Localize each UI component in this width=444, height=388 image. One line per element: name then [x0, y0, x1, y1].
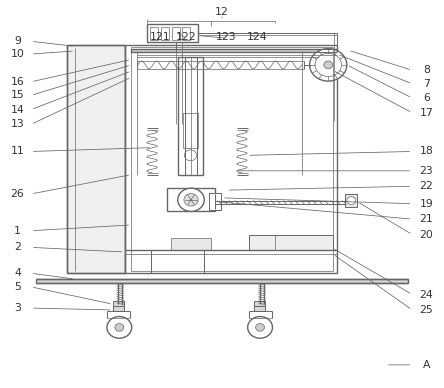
Text: 18: 18	[420, 147, 433, 156]
Bar	[249, 236, 333, 250]
Circle shape	[184, 194, 198, 206]
Bar	[36, 279, 408, 283]
Bar	[113, 306, 124, 311]
Text: 9: 9	[14, 36, 21, 46]
Bar	[254, 306, 266, 311]
Circle shape	[309, 48, 347, 81]
Text: 21: 21	[420, 214, 433, 224]
Text: 3: 3	[14, 303, 21, 313]
Text: 20: 20	[420, 230, 433, 240]
Circle shape	[115, 324, 124, 331]
Bar	[171, 27, 179, 40]
Bar	[113, 301, 124, 306]
Text: 4: 4	[14, 268, 21, 278]
Text: 22: 22	[420, 181, 433, 191]
Text: 19: 19	[420, 199, 433, 209]
Bar	[161, 27, 169, 40]
Circle shape	[184, 150, 197, 161]
Text: 24: 24	[420, 289, 433, 300]
Bar	[131, 49, 337, 52]
Text: 1: 1	[14, 226, 21, 236]
Text: 5: 5	[14, 282, 21, 292]
Bar	[125, 45, 337, 273]
Bar	[166, 188, 215, 211]
Text: 23: 23	[420, 166, 433, 176]
Bar	[147, 24, 198, 42]
Text: 10: 10	[11, 49, 24, 59]
Text: 6: 6	[423, 93, 430, 103]
Text: 11: 11	[11, 147, 24, 156]
Bar	[171, 239, 211, 250]
Circle shape	[256, 324, 265, 331]
Bar	[67, 45, 125, 273]
Bar	[182, 27, 190, 40]
Text: 17: 17	[420, 108, 433, 118]
Text: A: A	[423, 360, 430, 370]
Text: 16: 16	[11, 77, 24, 87]
Bar	[183, 113, 198, 147]
Bar	[178, 57, 203, 175]
Text: 122: 122	[176, 33, 197, 42]
Text: 15: 15	[11, 90, 24, 100]
Circle shape	[315, 53, 341, 76]
Bar	[345, 194, 357, 207]
Bar	[254, 301, 266, 306]
Text: 12: 12	[215, 7, 229, 17]
Text: 26: 26	[11, 189, 24, 199]
Text: 8: 8	[423, 65, 430, 75]
Text: 121: 121	[150, 33, 170, 42]
Bar	[209, 193, 221, 210]
Bar	[151, 27, 158, 40]
Circle shape	[107, 317, 132, 338]
Circle shape	[178, 188, 204, 211]
Circle shape	[324, 61, 333, 69]
Text: 124: 124	[247, 33, 268, 42]
Text: 25: 25	[420, 305, 433, 315]
Text: 123: 123	[216, 33, 237, 42]
Text: 14: 14	[11, 105, 24, 115]
Circle shape	[248, 317, 273, 338]
Text: 13: 13	[11, 120, 24, 130]
Circle shape	[347, 197, 356, 204]
Text: 7: 7	[423, 79, 430, 89]
Text: 2: 2	[14, 242, 21, 252]
